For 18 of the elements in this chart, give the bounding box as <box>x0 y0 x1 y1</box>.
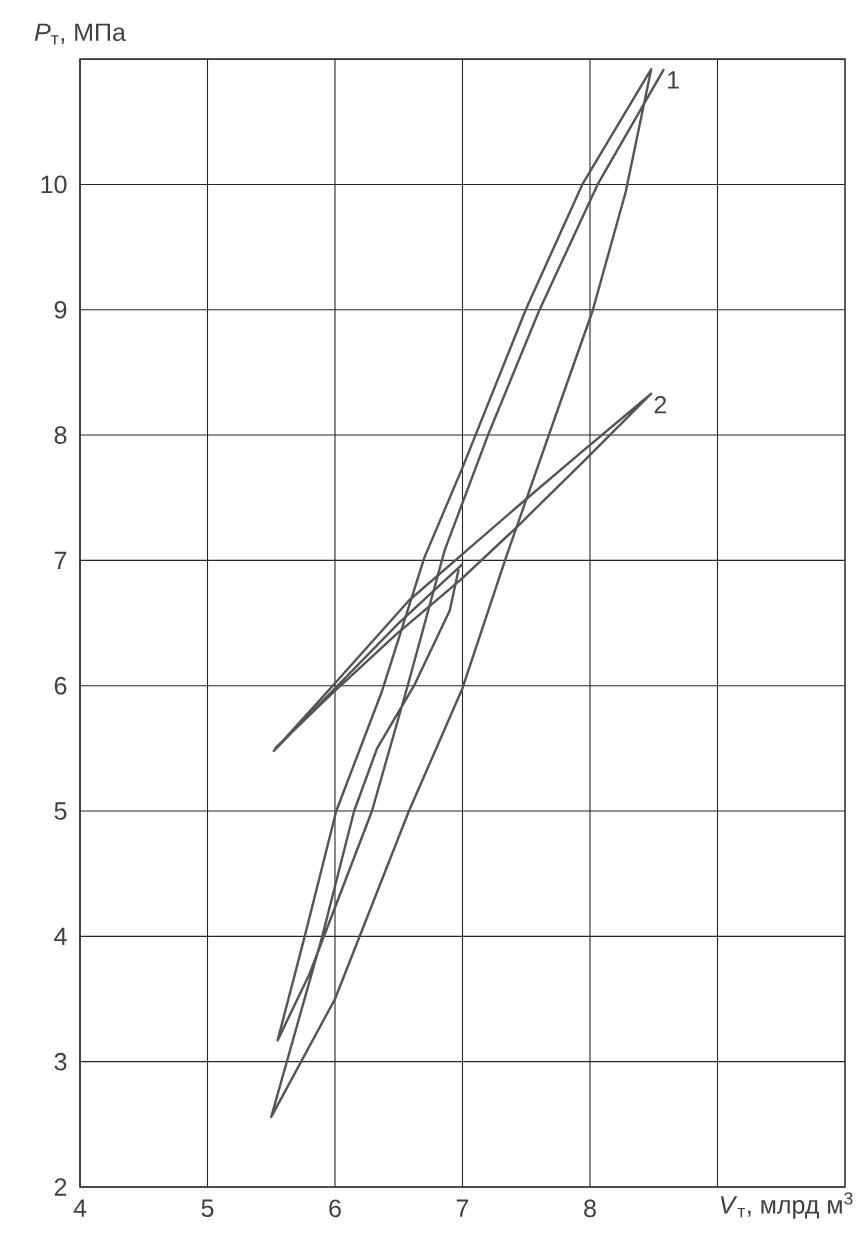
series-label: 2 <box>654 395 667 414</box>
y-tick-label: 9 <box>54 300 67 319</box>
x-tick-label: 6 <box>329 1199 341 1218</box>
series-label: 1 <box>668 71 679 89</box>
y-tick-label: 6 <box>54 676 67 695</box>
x-tick-label: 4 <box>73 1199 87 1217</box>
x-tick-label: 7 <box>456 1199 469 1217</box>
y-tick-label: 4 <box>54 927 67 945</box>
y-tick-label: 8 <box>54 426 67 444</box>
y-tick-label: 3 <box>54 1052 67 1071</box>
y-axis-title: P$_{т}$, МПа <box>34 23 126 45</box>
x-axis-title: V$_{т}$, млрд м$^{3}$ <box>720 1192 853 1219</box>
y-tick-label: 5 <box>54 802 67 820</box>
y-tick-label: 2 <box>54 1178 67 1196</box>
x-tick-label: 8 <box>584 1199 596 1218</box>
y-tick-label: 7 <box>54 551 67 569</box>
y-tick-label: 10 <box>41 175 67 194</box>
x-tick-label: 5 <box>201 1199 214 1217</box>
